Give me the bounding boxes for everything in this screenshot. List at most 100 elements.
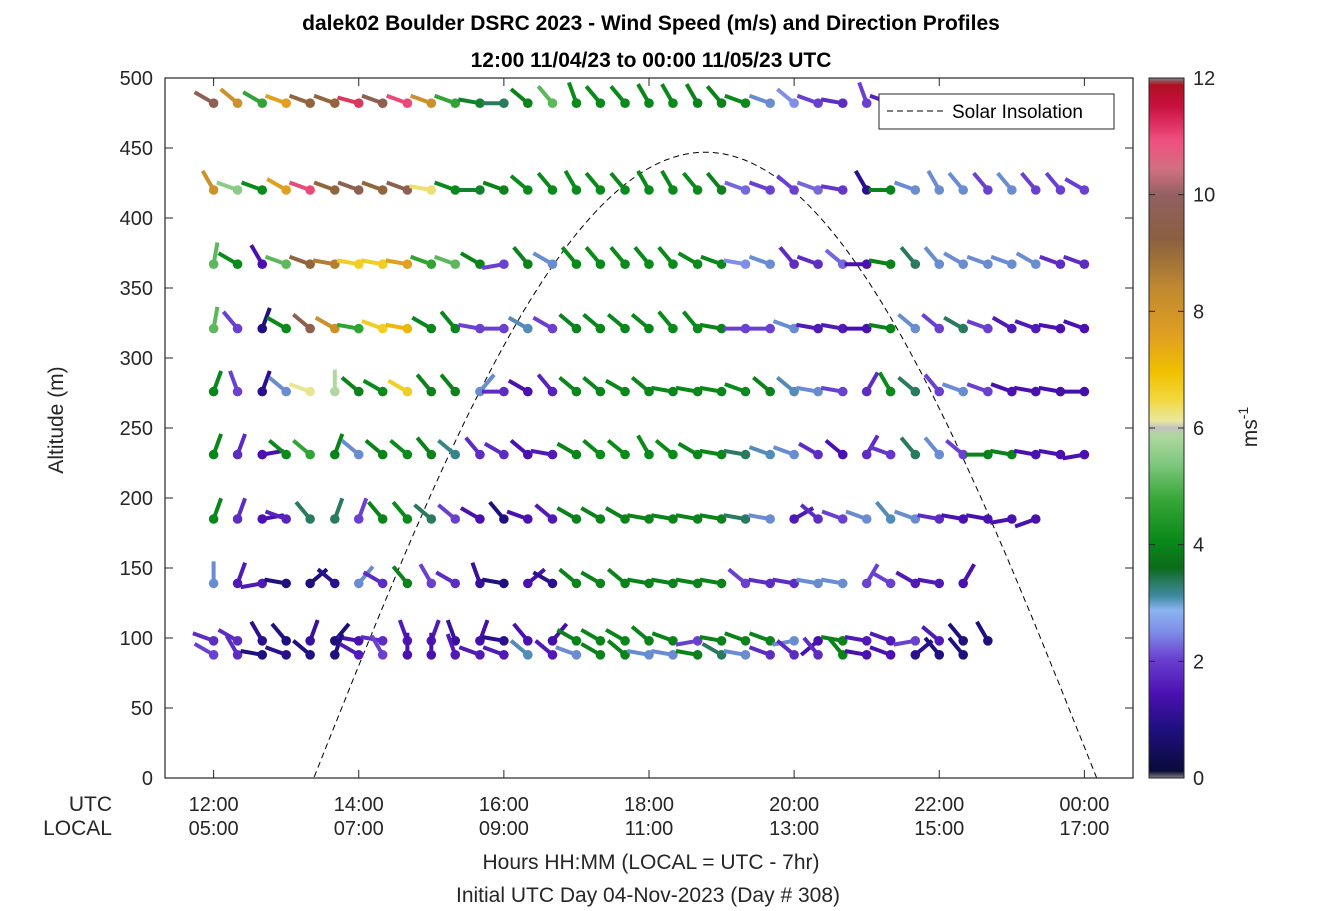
barb-dot (983, 259, 993, 270)
barb-dot (910, 259, 921, 270)
colorbar-tick-label: 6 (1193, 418, 1204, 440)
barb-dot (257, 650, 268, 660)
barb-dot (499, 323, 509, 334)
barb-dot (499, 636, 509, 646)
wind-barb (609, 246, 630, 270)
wind-barb (512, 246, 533, 270)
barb-dot (692, 650, 703, 660)
barb-dot (571, 636, 582, 646)
barb-dot (958, 323, 969, 334)
wind-barb (772, 636, 799, 647)
wind-barb (1015, 251, 1041, 270)
x-tick-label-local: 15:00 (914, 818, 964, 840)
wind-barb (650, 577, 678, 589)
barb-dot (426, 386, 437, 397)
x-tick-label-local: 17:00 (1059, 818, 1109, 840)
wind-barb (636, 83, 654, 108)
barb-dot (765, 514, 775, 524)
barb-dot (475, 185, 485, 195)
barb-dot (837, 386, 848, 397)
x-tick-label-local: 11:00 (625, 818, 674, 840)
barb-dot (740, 185, 751, 195)
barb-dot (861, 449, 872, 460)
wind-barb (488, 500, 509, 524)
barb-dot (644, 185, 654, 195)
barb-dot (1079, 449, 1090, 460)
barb-dot (595, 323, 606, 334)
wind-barb (654, 438, 678, 460)
x-axis-label: Hours HH:MM (LOCAL = UTC - 7hr) (482, 851, 819, 874)
axis-ticks (165, 77, 1133, 779)
wind-barb (660, 169, 678, 195)
barb-dot (644, 259, 654, 270)
barb-dot (813, 259, 823, 270)
wind-barb (292, 639, 315, 660)
wind-barb (584, 246, 606, 270)
wind-barb (509, 438, 533, 460)
barb-dot (257, 323, 268, 334)
wind-barb (457, 185, 485, 195)
wind-barb (748, 513, 775, 524)
barb-dot (257, 185, 268, 195)
barb-dot (377, 259, 388, 270)
wind-barb (966, 254, 993, 270)
wind-barb (482, 645, 509, 660)
barb-dot (861, 185, 872, 195)
barb-dot (305, 578, 315, 589)
x-tick-label-local: 07:00 (334, 818, 384, 840)
barb-dot (1079, 386, 1090, 397)
wind-barb (630, 312, 654, 334)
wind-barb (481, 98, 509, 108)
wind-barb (329, 633, 345, 660)
barb-dot (837, 514, 848, 524)
wind-barb (481, 635, 509, 646)
wind-barb (877, 371, 896, 397)
wind-barb (899, 246, 921, 270)
wind-barb (509, 87, 533, 108)
barb-dot (377, 636, 388, 646)
wind-barb (972, 171, 993, 195)
wind-barb (336, 95, 364, 108)
wind-barb (208, 497, 223, 524)
wind-barb (458, 645, 485, 660)
barb-dot (813, 636, 823, 646)
barb-dot (934, 578, 945, 589)
wind-barb (947, 622, 969, 646)
wind-barb (483, 441, 509, 460)
wind-barb (1063, 254, 1090, 270)
wind-barb (699, 385, 727, 397)
barb-dot (281, 636, 291, 646)
wind-barb (445, 633, 461, 660)
wind-barb (844, 635, 872, 646)
y-tick-label: 150 (120, 558, 153, 580)
y-tick-label: 400 (120, 208, 153, 230)
wind-barb (264, 509, 291, 524)
barb-dot (668, 578, 678, 589)
barb-dot (958, 578, 969, 589)
wind-barb (264, 93, 291, 108)
wind-barb (294, 500, 315, 524)
wind-barb (776, 174, 799, 195)
wind-barb (507, 315, 533, 334)
barb-dot (740, 636, 751, 646)
barb-dot (305, 259, 315, 270)
barb-dot (377, 578, 388, 589)
wind-barb (457, 322, 485, 334)
barb-dot (813, 98, 823, 108)
barb-dot (861, 578, 872, 589)
wind-barb (232, 433, 247, 460)
barb-dot (450, 578, 461, 589)
wind-barb (336, 322, 364, 334)
wind-barb (677, 251, 703, 270)
wind-barb (799, 503, 823, 524)
barb-dot (668, 514, 678, 524)
x-tick-label-utc: 16:00 (479, 794, 529, 816)
wind-barb (433, 93, 461, 108)
wind-barb (748, 323, 775, 334)
wind-barb (228, 370, 243, 397)
wind-barb (288, 254, 315, 270)
barb-dot (547, 514, 558, 524)
barb-dot (208, 636, 219, 646)
barb-dot (595, 578, 606, 589)
barb-dot (885, 323, 896, 334)
